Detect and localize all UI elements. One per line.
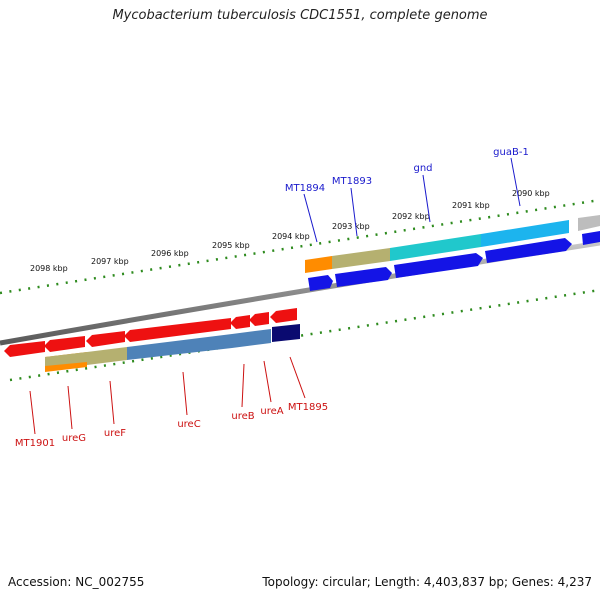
- gene-box-ureG[interactable]: [45, 352, 87, 366]
- scale-label: 2096 kbp: [151, 249, 189, 258]
- cds-arrow-MT1894[interactable]: [308, 275, 333, 291]
- cds-arrow-MT1893[interactable]: [335, 267, 392, 287]
- cds-arrow-ureG[interactable]: [44, 336, 85, 352]
- leader-line: [67, 385, 73, 430]
- gene-box-ureF[interactable]: [87, 347, 127, 365]
- gene-box-guaB-1[interactable]: [481, 220, 569, 247]
- lower-feature-track: [4, 308, 300, 372]
- lower-gene-labels: MT1901 ureG ureF ureC ureB ureA MT1895: [15, 402, 328, 449]
- gene-box-unlabeled[interactable]: [578, 215, 600, 231]
- leader-line: [182, 371, 188, 416]
- gene-label-ureF[interactable]: ureF: [104, 428, 126, 439]
- upper-feature-track: [305, 215, 600, 291]
- cds-arrow-guaB-1[interactable]: [485, 238, 572, 263]
- scale-label: 2097 kbp: [91, 257, 129, 266]
- gene-box-MT1895[interactable]: [272, 324, 300, 342]
- gene-label-gnd[interactable]: gnd: [413, 163, 432, 174]
- leader-line: [510, 157, 521, 207]
- scale-label: 2091 kbp: [452, 201, 490, 210]
- leader-line: [263, 360, 272, 403]
- map-title: Mycobacterium tuberculosis CDC1551, comp…: [112, 8, 488, 23]
- cds-arrow-ureA[interactable]: [249, 312, 269, 326]
- gene-box-ureB-ureA[interactable]: [232, 329, 271, 348]
- leader-line: [241, 363, 245, 408]
- lower-label-leaders: [29, 356, 306, 435]
- cds-arrow-ureC[interactable]: [124, 318, 231, 342]
- leader-line: [289, 356, 306, 399]
- leader-line: [422, 174, 431, 223]
- cds-arrow-gnd[interactable]: [394, 253, 483, 278]
- gene-label-MT1894[interactable]: MT1894: [285, 183, 325, 194]
- scale-label: 2094 kbp: [272, 232, 310, 241]
- leader-line: [29, 390, 36, 435]
- gene-label-MT1893[interactable]: MT1893: [332, 176, 372, 187]
- scale-dot-line: [0, 198, 600, 295]
- gene-label-ureC[interactable]: ureC: [177, 419, 200, 430]
- gene-label-guaB-1[interactable]: guaB-1: [493, 147, 529, 158]
- cds-arrow-ureF[interactable]: [86, 331, 125, 347]
- gene-box-ureC[interactable]: [127, 334, 232, 360]
- gene-box-MT1893[interactable]: [332, 248, 390, 269]
- gene-label-ureA[interactable]: ureA: [260, 406, 283, 417]
- upper-scale-ticks: [0, 198, 600, 295]
- gene-label-MT1901[interactable]: MT1901: [15, 438, 55, 449]
- scale-label: 2092 kbp: [392, 212, 430, 221]
- cds-arrow-ureB[interactable]: [230, 315, 250, 329]
- cds-arrow-MT1901[interactable]: [4, 341, 45, 357]
- genome-summary-text: Topology: circular; Length: 4,403,837 bp…: [262, 575, 592, 589]
- scale-label: 2093 kbp: [332, 222, 370, 231]
- leader-line: [350, 187, 358, 237]
- leader-line: [109, 380, 115, 425]
- scale-labels: 2098 kbp 2097 kbp 2096 kbp 2095 kbp 2094…: [30, 189, 550, 273]
- scale-label: 2090 kbp: [512, 189, 550, 198]
- gene-box-MT1894[interactable]: [305, 256, 332, 273]
- upper-label-leaders: [303, 157, 521, 243]
- cds-arrow-unlabeled[interactable]: [582, 231, 600, 245]
- leader-line: [303, 193, 318, 243]
- gene-label-ureG[interactable]: ureG: [62, 433, 86, 444]
- gene-box-gnd[interactable]: [390, 234, 481, 261]
- gene-label-ureB[interactable]: ureB: [231, 411, 254, 422]
- upper-gene-labels: MT1894 MT1893 gnd guaB-1: [285, 147, 529, 194]
- scale-label: 2098 kbp: [30, 264, 68, 273]
- scale-label: 2095 kbp: [212, 241, 250, 250]
- cds-arrow-MT1895[interactable]: [270, 308, 297, 323]
- gene-label-MT1895[interactable]: MT1895: [288, 402, 328, 413]
- accession-text: Accession: NC_002755: [8, 575, 145, 589]
